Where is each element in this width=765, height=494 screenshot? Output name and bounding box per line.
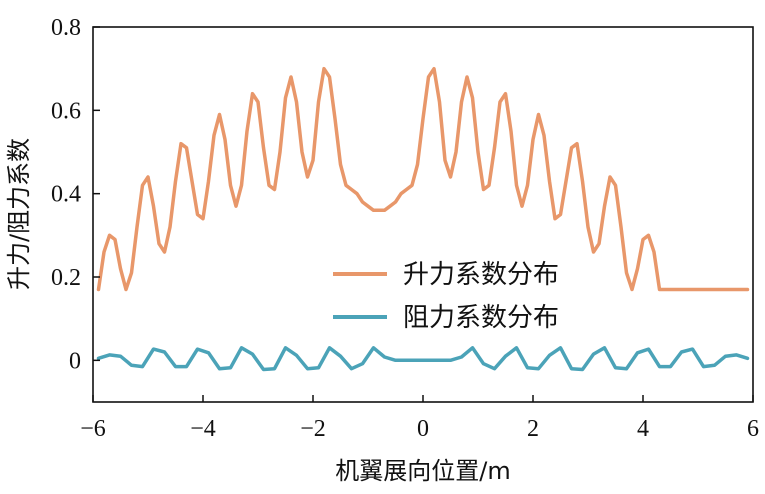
series-line-0 (96, 66, 750, 292)
y-tick-label: 0 (69, 348, 81, 374)
legend-label-lift: 升力系数分布 (403, 260, 559, 290)
x-tick-label: −2 (300, 416, 326, 442)
x-tick-label: 0 (417, 416, 429, 442)
y-axis-title: 升力/阻力系数 (5, 138, 33, 290)
x-tick-label: 2 (527, 416, 539, 442)
y-axis: 0 0.2 0.4 0.6 0.8 (51, 15, 100, 374)
series-line-1 (96, 346, 750, 372)
y-tick-label: 0.8 (51, 15, 81, 41)
series-group (96, 66, 750, 372)
y-tick-label: 0.6 (51, 98, 81, 124)
legend-label-drag: 阻力系数分布 (403, 303, 559, 333)
legend: 升力系数分布 阻力系数分布 (333, 260, 559, 333)
x-tick-label: 6 (747, 416, 759, 442)
y-tick-label: 0.2 (51, 265, 81, 291)
x-tick-label: 4 (637, 416, 649, 442)
y-tick-label: 0.4 (51, 182, 81, 208)
x-tick-label: −6 (80, 416, 106, 442)
plot-frame (92, 26, 754, 403)
x-axis-title: 机翼展向位置/m (335, 457, 510, 485)
x-tick-label: −4 (190, 416, 216, 442)
x-axis: −6 −4 −2 0 2 4 6 (80, 395, 759, 442)
